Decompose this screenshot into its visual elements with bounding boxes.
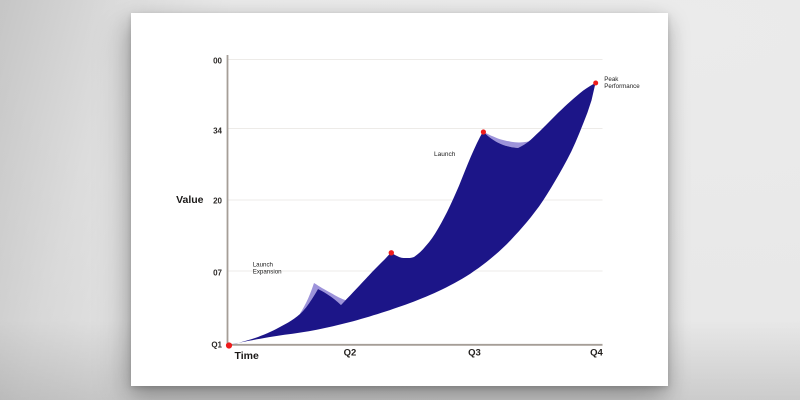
y-tick-00: 00 (213, 56, 222, 66)
chart-page: Value Time 00 34 20 07 Q1 Q2 Q3 Q4 Launch Expansio… (131, 13, 668, 386)
annotation-launch: Launch (434, 151, 456, 159)
marker-start (225, 342, 233, 349)
x-tick-q1: Q1 (211, 340, 222, 350)
secondary-area-1 (483, 126, 545, 148)
primary-area (228, 83, 596, 345)
marker-peak (593, 80, 599, 86)
x-tick-q3: Q3 (468, 347, 481, 358)
marker-launch (480, 129, 486, 135)
y-tick-34: 34 (213, 125, 222, 135)
x-axis-title: Time (234, 349, 259, 362)
annotation-launch-expansion: Launch Expansion (252, 261, 282, 276)
growth-area-chart (225, 55, 603, 349)
x-tick-q2: Q2 (343, 347, 357, 358)
y-axis-title: Value (176, 193, 204, 206)
y-tick-07: 07 (213, 267, 222, 277)
y-tick-20: 20 (213, 196, 222, 206)
x-tick-q4: Q4 (590, 347, 603, 358)
marker-expansion (388, 250, 394, 256)
annotation-peak-performance: Peak Performance (604, 75, 640, 90)
secondary-area-0 (300, 276, 368, 314)
